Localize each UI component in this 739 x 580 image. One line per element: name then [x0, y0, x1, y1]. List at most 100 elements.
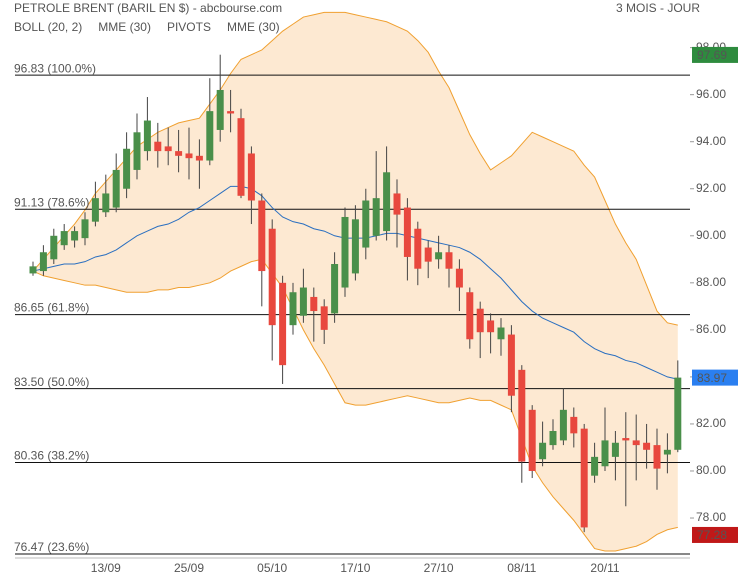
candle-body — [372, 198, 380, 236]
y-tick-label: 94.00 — [696, 134, 726, 148]
candle-body — [632, 440, 640, 446]
x-tick-label: 08/11 — [507, 561, 536, 575]
candle-body — [643, 442, 651, 450]
candle-body — [549, 430, 557, 446]
candle-body — [320, 306, 328, 330]
candle-body — [237, 118, 245, 196]
legend-entry: PIVOTS — [167, 20, 211, 34]
chart-title: PETROLE BRENT (BARIL EN $) - abcbourse.c… — [14, 1, 282, 15]
pivot-label: 76.47 (23.6%) — [14, 540, 89, 554]
x-tick-label: 13/09 — [91, 561, 121, 575]
x-tick-label: 27/10 — [424, 561, 454, 575]
candle-body — [580, 428, 588, 528]
candle-body — [653, 445, 661, 469]
candle-body — [601, 440, 609, 467]
candle-body — [518, 369, 526, 462]
legend-entry: MME (30) — [98, 20, 151, 34]
candle-body — [393, 193, 401, 215]
candle-body — [185, 153, 193, 159]
y-tick-label: 86.00 — [696, 322, 726, 336]
price-tag — [692, 369, 738, 386]
price-tag-label: 83.97 — [697, 371, 727, 385]
candle-body — [289, 292, 297, 326]
candle-body — [455, 268, 463, 288]
candle-body — [227, 111, 235, 114]
candle-body — [133, 132, 141, 170]
candle-body — [528, 409, 536, 471]
legend-entry: MME (30) — [227, 20, 280, 34]
candle-body — [466, 292, 474, 340]
y-tick-label: 78.00 — [696, 510, 726, 524]
candle-body — [268, 228, 276, 326]
candle-body — [611, 442, 619, 457]
price-tag-label: 97.69 — [697, 48, 727, 62]
candle-body — [143, 120, 151, 152]
candle-body — [154, 141, 162, 152]
candle-body — [175, 151, 183, 156]
candle-body — [216, 89, 224, 130]
pivot-label: 96.83 (100.0%) — [14, 61, 96, 75]
candle-body — [674, 377, 682, 450]
candle-body — [445, 252, 453, 269]
candle-body — [663, 449, 671, 455]
price-tag — [692, 526, 738, 543]
candle-body — [39, 252, 47, 272]
candle-body — [414, 228, 422, 269]
candle-body — [279, 282, 287, 366]
y-tick-label: 88.00 — [696, 275, 726, 289]
candle-body — [570, 416, 578, 434]
candle-body — [164, 146, 172, 152]
candle-body — [435, 252, 443, 260]
y-tick-label: 96.00 — [696, 87, 726, 101]
candle-body — [29, 266, 37, 274]
candle-body — [112, 169, 120, 208]
candle-body — [351, 219, 359, 274]
period: 3 MOIS - JOUR — [616, 1, 700, 15]
candle-body — [497, 327, 505, 340]
price-tag — [692, 46, 738, 63]
candle-body — [507, 334, 515, 396]
bollinger-fill — [33, 12, 678, 551]
candle-body — [71, 231, 79, 241]
candle-body — [591, 456, 599, 476]
candle-body — [102, 193, 110, 213]
candle-body — [299, 287, 307, 316]
pivot-label: 86.65 (61.8%) — [14, 301, 89, 315]
candle-body — [247, 153, 255, 201]
candle-body — [81, 219, 89, 239]
candle-body — [424, 247, 432, 262]
candle-body — [341, 216, 349, 288]
x-tick-label: 20/11 — [590, 561, 619, 575]
y-tick-label: 82.00 — [696, 416, 726, 430]
candle-body — [476, 308, 484, 333]
candle-body — [539, 442, 547, 460]
candle-body — [195, 155, 203, 161]
candle-body — [60, 231, 68, 246]
candle-body — [258, 200, 266, 272]
candle-body — [362, 200, 370, 248]
y-tick-label: 80.00 — [696, 463, 726, 477]
pivot-label: 83.50 (50.0%) — [14, 375, 89, 389]
y-tick-label: 90.00 — [696, 228, 726, 242]
candle-body — [383, 172, 391, 232]
pivot-label: 91.13 (78.6%) — [14, 195, 89, 209]
candle-body — [331, 264, 339, 314]
x-tick-label: 17/10 — [340, 561, 370, 575]
candle-body — [206, 111, 214, 161]
price-tag-label: 77.28 — [697, 528, 727, 542]
y-tick-label: 92.00 — [696, 181, 726, 195]
bollinger-lower — [32, 258, 678, 552]
candle-body — [622, 438, 630, 441]
candle-body — [403, 207, 411, 257]
candle-body — [310, 296, 318, 312]
pivot-label: 80.36 (38.2%) — [14, 449, 89, 463]
candle-body — [91, 198, 99, 222]
candle-body — [50, 235, 58, 260]
x-tick-label: 05/10 — [257, 561, 287, 575]
candle-body — [487, 320, 495, 333]
x-tick-label: 25/09 — [174, 561, 204, 575]
candle-body — [123, 148, 131, 189]
legend-entry: BOLL (20, 2) — [14, 20, 82, 34]
candle-body — [559, 409, 567, 441]
